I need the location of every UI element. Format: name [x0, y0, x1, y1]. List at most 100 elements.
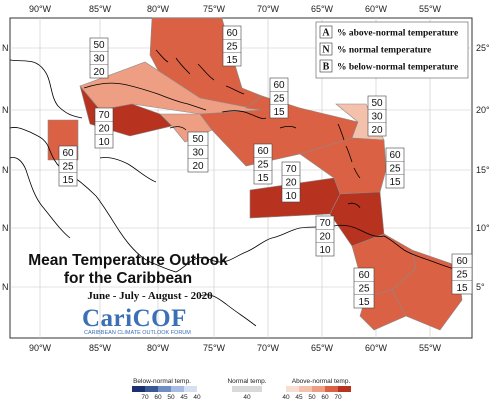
prob-below: 15 [456, 283, 468, 294]
lon-label-top: 80°W [147, 4, 170, 14]
abn-key-b-box [319, 59, 333, 73]
prob-above: 60 [62, 148, 74, 159]
prob-box-jamaica-south: 50 30 20 [187, 131, 209, 173]
colorbar-above-45 [299, 386, 312, 392]
season-label: June - July - August - 2020 [87, 290, 213, 302]
caricof-logo-subtitle: CARIBBEAN CLIMATE OUTLOOK FORUM [84, 330, 191, 336]
caricof-logo: CariCOF CARIBBEAN CLIMATE OUTLOOK FORUM [82, 305, 191, 336]
map-title-line2: for the Caribbean [64, 270, 192, 287]
abn-key-b-text: % below-normal temperature [337, 63, 458, 73]
lat-label-right: 15° [476, 165, 490, 175]
abn-key-a-text: % above-normal temperature [337, 29, 458, 39]
prob-above: 50 [93, 40, 105, 51]
colorbar-below-title: Below-normal temp. [133, 378, 191, 385]
prob-box-belize: 60 25 15 [58, 145, 78, 187]
prob-box-windwards: 60 25 15 [385, 147, 405, 189]
lon-label-bottom: 80°W [147, 343, 170, 353]
prob-normal: 20 [319, 232, 331, 243]
lat-label-left: N [2, 165, 9, 175]
prob-above: 50 [192, 134, 204, 145]
prob-below: 15 [226, 55, 238, 66]
lon-label-top: 90°W [29, 4, 52, 14]
prob-box-suriname: 60 25 15 [451, 253, 473, 295]
prob-normal: 25 [226, 42, 238, 53]
prob-below: 15 [389, 177, 401, 188]
lon-label-top: 55°W [419, 4, 442, 14]
colorbar-tick: 70 [334, 394, 342, 400]
prob-box-caribbean-sea: 60 25 15 [253, 143, 273, 185]
abn-key-b-letter: B [323, 62, 330, 73]
longitude-labels-top: 90°W 85°W 80°W 75°W 70°W 65°W 60°W 55°W [29, 4, 442, 14]
colorbar-tick: 60 [321, 394, 329, 400]
lon-label-top: 70°W [257, 4, 280, 14]
prob-box-bahamas: 60 25 15 [222, 25, 242, 67]
lat-label-right: 10° [476, 223, 490, 233]
prob-box-guyana: 60 25 15 [353, 267, 375, 309]
colorbar-normal-title: Normal temp. [227, 378, 266, 385]
prob-below: 15 [62, 175, 74, 186]
prob-above: 60 [273, 80, 285, 91]
latitude-labels-left: N N N N N [2, 43, 9, 292]
prob-above: 60 [358, 270, 370, 281]
prob-below: 20 [93, 67, 105, 78]
colorbar-tick: 50 [167, 394, 175, 400]
colorbar: Below-normal temp. Normal temp. Above-no… [132, 378, 351, 400]
probability-boxes: 60 25 15 50 30 20 70 20 10 60 25 [58, 25, 473, 309]
colorbar-above-40 [286, 386, 299, 392]
prob-normal: 20 [285, 178, 297, 189]
prob-normal: 30 [192, 148, 204, 159]
colorbar-tick: 40 [243, 394, 251, 400]
lat-label-left: N [2, 105, 9, 115]
lon-label-top: 60°W [365, 4, 388, 14]
prob-normal: 30 [93, 54, 105, 65]
colorbar-tick: 70 [141, 394, 149, 400]
lon-label-bottom: 75°W [203, 343, 226, 353]
lon-label-top: 85°W [89, 4, 112, 14]
colorbar-above-title: Above-normal temp. [292, 378, 351, 385]
prob-below: 20 [192, 161, 204, 172]
prob-above: 70 [285, 164, 297, 175]
coastlines [9, 49, 463, 327]
abn-key: A % above-normal temperature N % normal … [315, 21, 469, 79]
prob-below: 10 [285, 191, 297, 202]
lat-label-right: 25° [476, 43, 490, 53]
prob-above: 70 [98, 110, 110, 121]
prob-box-northern-leewards: 50 30 20 [367, 95, 387, 137]
colorbar-below-45 [171, 386, 184, 392]
lat-label-left: N [2, 282, 9, 292]
prob-below: 10 [98, 137, 110, 148]
abn-key-n-letter: N [322, 45, 330, 56]
lat-label-right: 5° [476, 282, 485, 292]
lon-label-bottom: 85°W [89, 343, 112, 353]
prob-box-trinidad: 70 20 10 [315, 215, 335, 257]
prob-box-abc-islands: 70 20 10 [281, 161, 301, 203]
colorbar-normal-40 [232, 386, 262, 392]
colorbar-tick: 40 [282, 394, 290, 400]
lon-label-bottom: 90°W [29, 343, 52, 353]
prob-below: 15 [273, 107, 285, 118]
colorbar-tick: 60 [154, 394, 162, 400]
prob-below: 15 [358, 297, 370, 308]
colorbar-tick: 45 [295, 394, 303, 400]
colorbar-above-50 [312, 386, 325, 392]
colorbar-below-70 [132, 386, 145, 392]
prob-normal: 25 [62, 162, 74, 173]
longitude-labels-bottom: 90°W 85°W 80°W 75°W 70°W 65°W 60°W 55°W [29, 343, 442, 353]
lon-label-bottom: 55°W [419, 343, 442, 353]
prob-above: 60 [226, 28, 238, 39]
colorbar-above-60 [325, 386, 338, 392]
colorbar-above-70 [338, 386, 351, 392]
region-trinidad [329, 191, 385, 247]
prob-normal: 25 [358, 284, 370, 295]
lon-label-top: 65°W [311, 4, 334, 14]
abn-key-n-text: % normal temperature [337, 46, 431, 56]
colorbar-below-60 [145, 386, 158, 392]
prob-normal: 25 [456, 270, 468, 281]
lat-label-left: N [2, 223, 9, 233]
lon-label-top: 75°W [203, 4, 226, 14]
lon-label-bottom: 70°W [257, 343, 280, 353]
colorbar-tick: 45 [180, 394, 188, 400]
prob-below: 10 [319, 245, 331, 256]
colorbar-below-40 [184, 386, 197, 392]
